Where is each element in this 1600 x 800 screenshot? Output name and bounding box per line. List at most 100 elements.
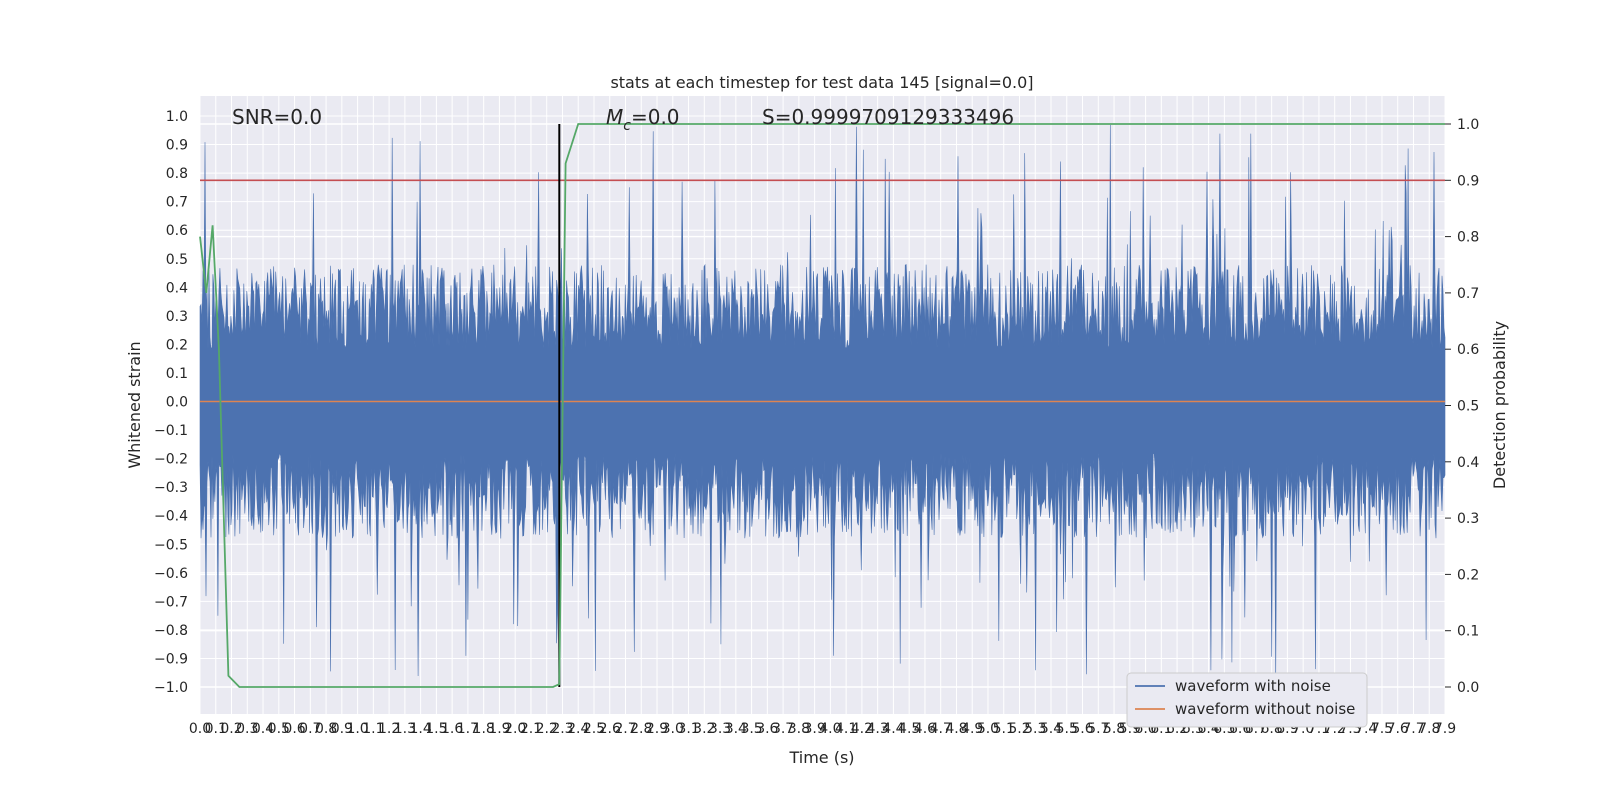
- y-tick-label: 1.0: [166, 109, 188, 125]
- x-tick-label: 1.5: [425, 721, 447, 737]
- x-tick-label: 0.0: [189, 721, 211, 737]
- detection-probability-line: [199, 123, 1445, 688]
- x-tick-label: 4.9: [961, 721, 983, 737]
- x-tick-label: 1.1: [362, 721, 384, 737]
- x-tick-label: 3.0: [662, 721, 684, 737]
- snr-annotation: SNR=0.0: [232, 105, 322, 129]
- chirp-mass-subscript: c: [623, 118, 631, 134]
- legend-box: [1126, 672, 1368, 728]
- y-tick-label: −0.4: [154, 509, 188, 525]
- x-tick-label: 5.6: [1071, 721, 1093, 737]
- x-tick-label: 5.1: [993, 721, 1015, 737]
- y-tick-label: 0.2: [166, 337, 188, 353]
- y-tick-label: 0.7: [166, 195, 188, 211]
- x-tick-label: 5.3: [1024, 721, 1046, 737]
- x-tick-label: 4.2: [851, 721, 873, 737]
- x-tick-label: 0.5: [268, 721, 290, 737]
- y-tick-label: 0.3: [166, 309, 188, 325]
- x-tick-label: 4.5: [898, 721, 920, 737]
- x-tick-label: 3.3: [709, 721, 731, 737]
- x-tick-label: 4.4: [882, 721, 904, 737]
- x-tick-label: 3.7: [772, 721, 794, 737]
- right-y-axis-label: Detection probability: [1490, 321, 1509, 489]
- x-tick-label: 5.5: [1056, 721, 1078, 737]
- y-tick-label: 0.0: [166, 395, 188, 411]
- right-y-tick-label: 0.2: [1457, 567, 1479, 583]
- y-tick-label: −0.3: [154, 480, 188, 496]
- x-tick-label: 2.9: [646, 721, 668, 737]
- x-tick-label: 2.2: [536, 721, 558, 737]
- right-y-tick-label: 0.3: [1457, 511, 1479, 527]
- y-tick-label: −0.6: [154, 566, 188, 582]
- x-tick-label: 3.9: [803, 721, 825, 737]
- right-y-tick-label: 0.5: [1457, 399, 1479, 415]
- x-tick-label: 7.9: [1434, 721, 1456, 737]
- y-tick-label: 0.4: [166, 280, 188, 296]
- y-tick-label: −0.9: [154, 651, 188, 667]
- x-tick-label: 5.8: [1103, 721, 1125, 737]
- x-tick-label: 7.6: [1387, 721, 1409, 737]
- chirp-mass-symbol: M: [606, 105, 623, 129]
- x-tick-label: 1.9: [488, 721, 510, 737]
- x-tick-label: 2.3: [551, 721, 573, 737]
- x-tick-label: 5.2: [1008, 721, 1030, 737]
- right-y-tick-labels: 1.0 0.9 0.8 0.7 0.6 0.5 0.4 0.3 0.2 0.1 0.0: [1445, 117, 1479, 696]
- legend-label-noise: waveform with noise: [1175, 677, 1331, 695]
- y-axis-label: Whitened strain: [125, 341, 144, 468]
- x-tick-label: 2.7: [614, 721, 636, 737]
- right-y-tick-label: 0.8: [1457, 230, 1479, 246]
- x-tick-label: 7.8: [1418, 721, 1440, 737]
- x-tick-label: 3.8: [788, 721, 810, 737]
- x-tick-label: 7.5: [1371, 721, 1393, 737]
- waveform-with-noise: [199, 124, 1446, 680]
- x-tick-label: 5.0: [977, 721, 999, 737]
- y-tick-label: −0.8: [154, 623, 188, 639]
- chirp-mass-value: =0.0: [631, 105, 680, 129]
- x-tick-label: 4.8: [945, 721, 967, 737]
- x-tick-label: 0.9: [331, 721, 353, 737]
- x-tick-label: 2.6: [599, 721, 621, 737]
- x-tick-label: 0.1: [205, 721, 227, 737]
- x-tick-label: 4.7: [930, 721, 952, 737]
- x-tick-label: 1.2: [378, 721, 400, 737]
- noise-fill: [199, 124, 1446, 680]
- y-tick-label: −0.5: [154, 537, 188, 553]
- x-tick-label: 4.0: [819, 721, 841, 737]
- x-tick-label: 3.4: [725, 721, 747, 737]
- x-tick-label: 2.4: [567, 721, 589, 737]
- x-tick-label: 0.4: [252, 721, 274, 737]
- right-y-tick-label: 0.6: [1457, 342, 1479, 358]
- y-tick-label: 0.8: [166, 166, 188, 182]
- x-tick-label: 1.6: [441, 721, 463, 737]
- x-tick-label: 1.8: [473, 721, 495, 737]
- right-y-tick-label: 0.0: [1457, 680, 1479, 696]
- x-tick-label: 0.6: [283, 721, 305, 737]
- y-tick-label: 0.1: [166, 366, 188, 382]
- right-y-tick-label: 0.9: [1457, 173, 1479, 189]
- y-tick-label: 0.9: [166, 138, 188, 154]
- x-axis-label: Time (s): [788, 748, 854, 767]
- x-tick-label: 2.0: [504, 721, 526, 737]
- x-tick-label: 1.3: [394, 721, 416, 737]
- x-tick-label: 5.7: [1087, 721, 1109, 737]
- x-tick-label: 7.7: [1402, 721, 1424, 737]
- right-y-tick-label: 1.0: [1457, 117, 1479, 133]
- chirp-mass-annotation: Mc=0.0: [606, 105, 680, 134]
- x-tick-label: 5.4: [1040, 721, 1062, 737]
- right-y-tick-label: 0.1: [1457, 624, 1479, 640]
- x-tick-label: 4.1: [835, 721, 857, 737]
- x-tick-label: 2.5: [583, 721, 605, 737]
- x-tick-label: 0.3: [236, 721, 258, 737]
- legend: waveform with noise waveform without noi…: [1126, 672, 1368, 728]
- y-tick-label: 0.5: [166, 252, 188, 268]
- x-tick-label: 1.4: [410, 721, 432, 737]
- y-tick-label: −0.7: [154, 594, 188, 610]
- right-y-tick-label: 0.7: [1457, 286, 1479, 302]
- x-tick-label: 4.6: [914, 721, 936, 737]
- y-tick-label: 0.6: [166, 223, 188, 239]
- x-tick-label: 2.8: [630, 721, 652, 737]
- y-tick-labels: 1.0 0.9 0.8 0.7 0.6 0.5 0.4 0.3 0.2 0.1 0.0 −0.1 −0.…: [154, 109, 188, 696]
- x-tick-label: 4.3: [867, 721, 889, 737]
- x-tick-label: 0.2: [220, 721, 242, 737]
